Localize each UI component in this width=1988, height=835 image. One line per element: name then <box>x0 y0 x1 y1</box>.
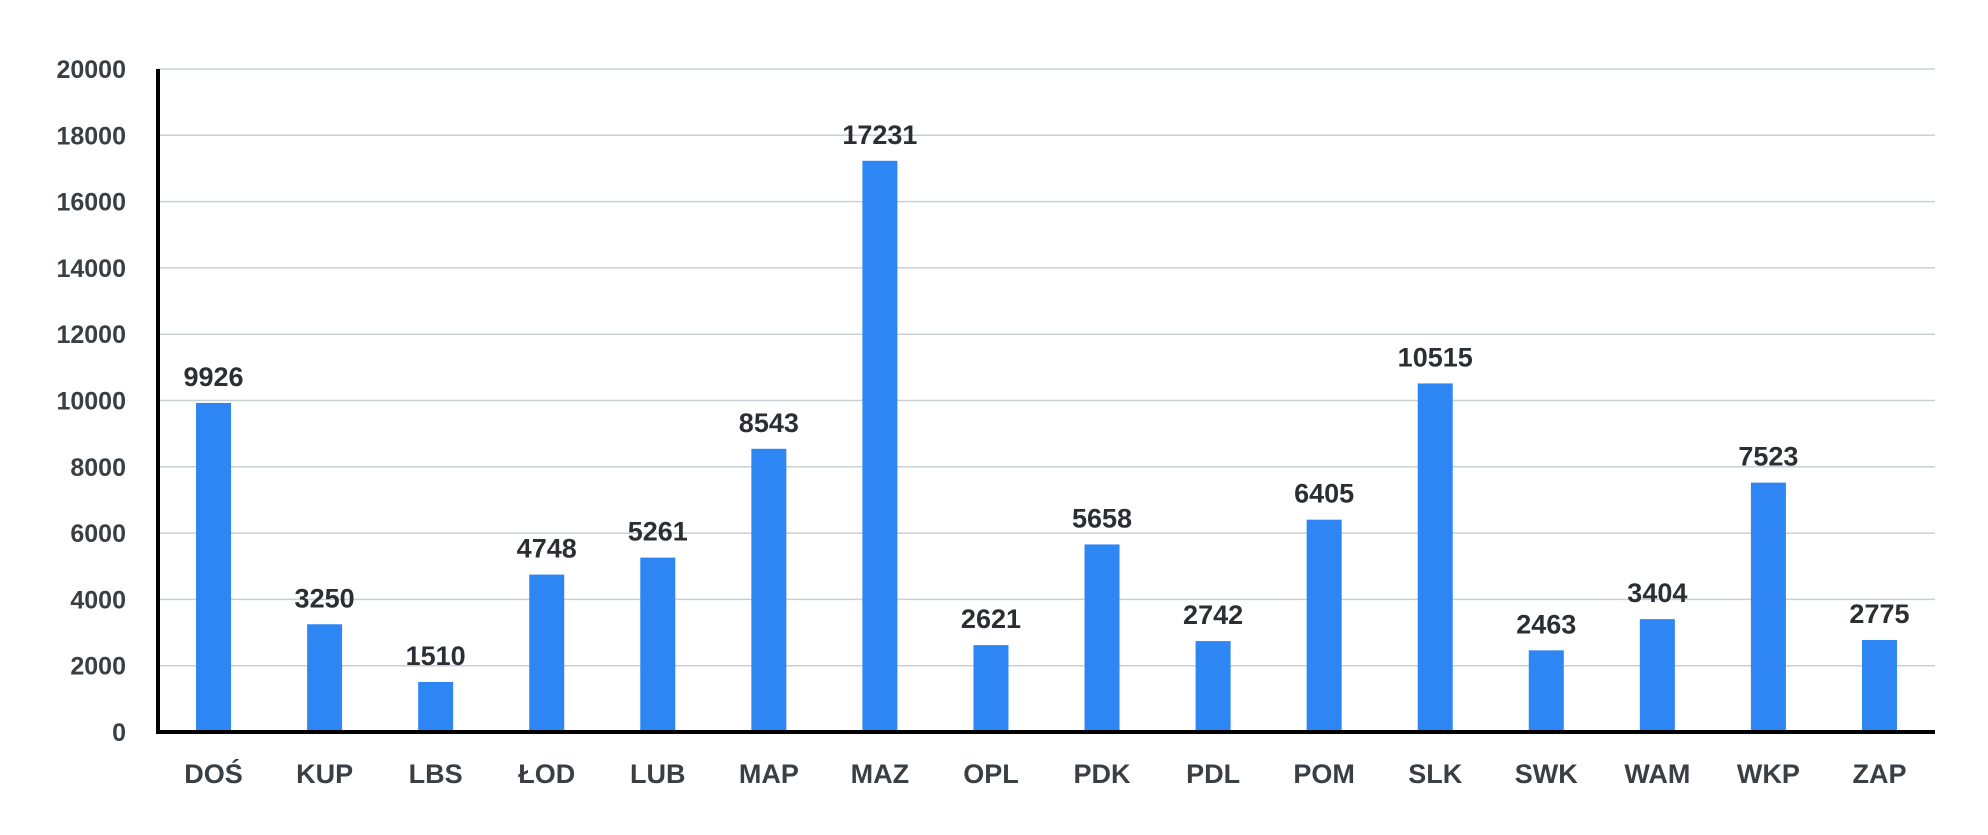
data-labels: 9926 3250 1510 4748 5261 8543 17231 2621 5658 274… <box>183 120 1909 671</box>
y-tick-label: 2000 <box>70 653 126 681</box>
data-label: 17231 <box>842 120 917 150</box>
y-tick-label: 18000 <box>56 122 126 150</box>
data-label: 6405 <box>1294 479 1354 509</box>
bar <box>1084 544 1120 732</box>
data-label: 2463 <box>1516 609 1576 639</box>
x-axis-category-labels: DOŚ KUP LBS ŁOD LUB MAP MAZ OPL PDK PDL POM SLK SWK W… <box>184 758 1906 789</box>
bar <box>640 557 676 732</box>
x-tick-label: ZAP <box>1852 759 1906 789</box>
x-tick-label: MAZ <box>851 759 909 789</box>
data-label: 9926 <box>183 362 243 392</box>
x-tick-label: OPL <box>963 759 1019 789</box>
bar <box>1750 482 1786 732</box>
bar <box>1861 640 1897 732</box>
x-tick-label: PDL <box>1186 759 1240 789</box>
bar <box>1639 619 1675 732</box>
bars <box>196 160 1897 732</box>
y-tick-label: 12000 <box>56 321 126 349</box>
y-tick-label: 10000 <box>56 388 126 416</box>
data-label: 2621 <box>961 604 1021 634</box>
data-label: 3404 <box>1627 578 1687 608</box>
x-tick-label: PDK <box>1074 759 1132 789</box>
y-tick-label: 4000 <box>70 586 126 614</box>
data-label: 2775 <box>1849 599 1909 629</box>
y-tick-label: 0 <box>112 719 126 747</box>
x-tick-label: WAM <box>1624 759 1690 789</box>
x-tick-label: ŁOD <box>518 759 575 789</box>
bar <box>1306 519 1342 732</box>
x-tick-label: SLK <box>1408 759 1463 789</box>
data-label: 7523 <box>1738 442 1798 472</box>
x-tick-label: MAP <box>739 759 799 789</box>
data-label: 1510 <box>406 641 466 671</box>
bar <box>751 448 787 732</box>
x-tick-label: POM <box>1293 759 1355 789</box>
y-tick-label: 20000 <box>56 56 126 84</box>
bar <box>973 645 1009 732</box>
x-tick-label: WKP <box>1737 759 1800 789</box>
x-tick-label: SWK <box>1515 759 1578 789</box>
bar <box>1417 383 1453 732</box>
y-axis-tick-labels: 0 2000 4000 6000 8000 10000 12000 14000 16000 180… <box>56 56 126 747</box>
data-label: 8543 <box>739 408 799 438</box>
bar <box>1195 641 1231 732</box>
bar <box>418 681 454 732</box>
y-tick-label: 6000 <box>70 520 126 548</box>
data-label: 5261 <box>628 517 688 547</box>
y-tick-label: 16000 <box>56 189 126 217</box>
y-tick-label: 14000 <box>56 255 126 283</box>
gridlines <box>158 68 1935 667</box>
x-tick-label: LUB <box>630 759 686 789</box>
x-tick-label: DOŚ <box>184 758 243 789</box>
y-tick-label: 8000 <box>70 454 126 482</box>
data-label: 10515 <box>1398 342 1473 372</box>
bar <box>307 624 343 732</box>
x-tick-label: KUP <box>296 759 353 789</box>
axes <box>156 69 1935 734</box>
bar <box>196 402 232 732</box>
bar <box>1528 650 1564 732</box>
data-label: 2742 <box>1183 600 1243 630</box>
data-label: 4748 <box>517 534 577 564</box>
data-label: 3250 <box>295 583 355 613</box>
x-tick-label: LBS <box>409 759 463 789</box>
bar <box>529 574 565 732</box>
bar <box>862 160 898 732</box>
data-label: 5658 <box>1072 503 1132 533</box>
